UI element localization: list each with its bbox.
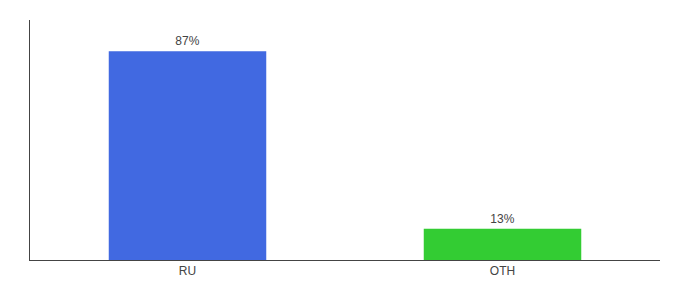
svg-text:OTH: OTH (490, 264, 515, 278)
svg-text:13%: 13% (490, 212, 514, 226)
svg-text:RU: RU (179, 264, 196, 278)
svg-text:87%: 87% (175, 34, 199, 48)
